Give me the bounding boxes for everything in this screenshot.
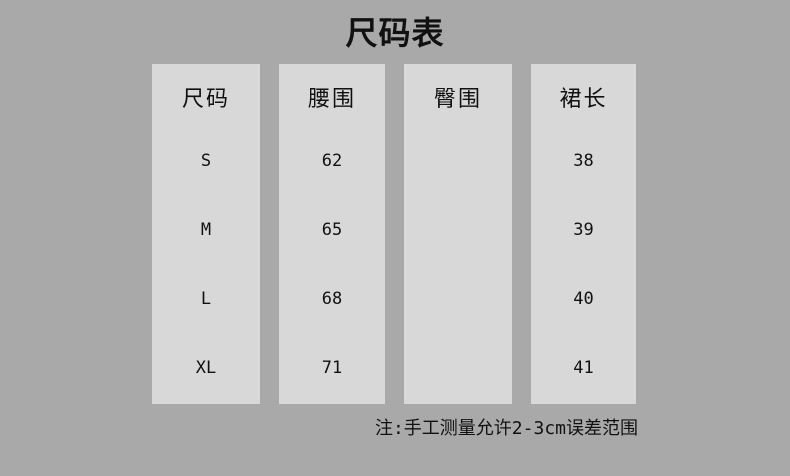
table-cell: 40: [573, 289, 594, 309]
table-cell: 38: [573, 151, 594, 171]
table-cell: 39: [573, 220, 594, 240]
table-cell: L: [200, 289, 212, 309]
column-waist: 腰围 62 65 68 71: [279, 64, 385, 404]
measurement-note: 注:手工测量允许2-3cm误差范围: [374, 418, 638, 439]
table-cell: XL: [195, 358, 217, 378]
table-cell: M: [200, 220, 212, 240]
table-cell: 41: [573, 358, 594, 378]
column-header: 臀围: [433, 87, 482, 112]
column-hip: 臀围: [404, 64, 512, 404]
table-cell: 68: [321, 289, 343, 309]
column-header: 腰围: [307, 87, 356, 112]
column-length: 裙长 38 39 40 41: [531, 64, 636, 404]
table-cell: 65: [321, 220, 343, 240]
table-cell: 62: [321, 151, 343, 171]
table-cell: S: [200, 151, 212, 171]
column-header: 尺码: [181, 87, 230, 112]
column-size: 尺码 S M L XL: [152, 64, 260, 404]
column-header: 裙长: [559, 87, 608, 112]
page-title: 尺码表: [345, 14, 445, 52]
table-cell: 71: [321, 358, 343, 378]
